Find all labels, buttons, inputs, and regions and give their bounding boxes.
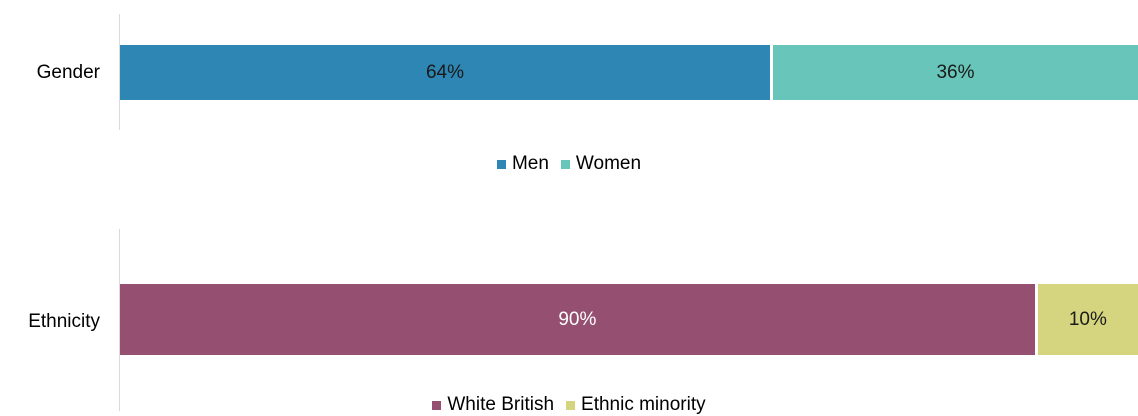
bar-ethnicity: 90% 10% <box>120 284 1138 355</box>
legend-gender: Men Women <box>0 153 1138 175</box>
gender-chart: Gender 64% 36% Men Women <box>0 0 1138 200</box>
bar-segment-white-british: 90% <box>120 284 1035 355</box>
data-label-ethnic-minority: 10% <box>1068 308 1107 330</box>
legend-item-women: Women <box>560 153 642 175</box>
legend-swatch-women <box>560 159 570 169</box>
bar-segment-men: 64% <box>120 45 771 100</box>
legend-item-ethnic-minority: Ethnic minority <box>566 394 706 416</box>
data-label-men: 64% <box>425 61 465 83</box>
bar-gender: 64% 36% <box>120 45 1138 100</box>
legend-label-men: Men <box>511 153 549 174</box>
legend-swatch-white-british <box>432 400 442 410</box>
data-label-white-british: 90% <box>558 308 597 330</box>
y-axis-line <box>119 14 120 130</box>
data-label-women: 36% <box>936 61 975 83</box>
category-label-ethnicity: Ethnicity <box>28 311 100 332</box>
legend-label-white-british: White British <box>447 394 555 415</box>
legend-item-men: Men <box>496 153 549 175</box>
bar-segment-ethnic-minority: 10% <box>1037 284 1138 355</box>
legend-ethnicity: White British Ethnic minority <box>0 394 1138 416</box>
y-axis-line <box>119 229 120 411</box>
category-label-gender: Gender <box>36 62 100 83</box>
bar-segment-women: 36% <box>773 45 1138 100</box>
legend-item-white-british: White British <box>432 394 554 416</box>
legend-swatch-men <box>496 159 506 169</box>
legend-label-women: Women <box>575 153 642 174</box>
legend-swatch-ethnic-minority <box>566 400 576 410</box>
legend-label-ethnic-minority: Ethnic minority <box>581 394 706 415</box>
